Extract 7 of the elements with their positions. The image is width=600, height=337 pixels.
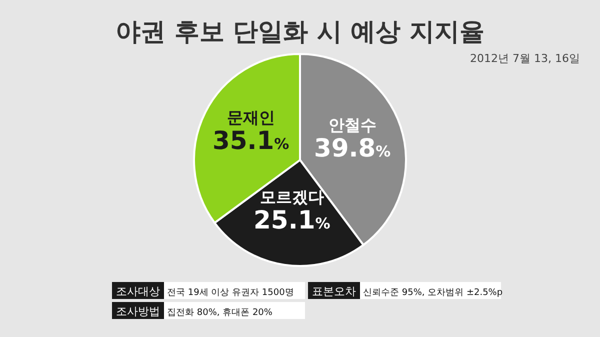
slice-label: 모르겠다 — [260, 188, 324, 207]
chart-title: 야권 후보 단일화 시 예상 지지율 — [116, 17, 484, 46]
data-label: 25.1% — [254, 206, 330, 235]
text: 2012년 7월 13, 16일 — [470, 52, 580, 65]
slice-label: 안철수 — [328, 116, 376, 135]
data-label: 35.1% — [212, 126, 290, 156]
slice-label: 문재인 — [226, 108, 275, 128]
